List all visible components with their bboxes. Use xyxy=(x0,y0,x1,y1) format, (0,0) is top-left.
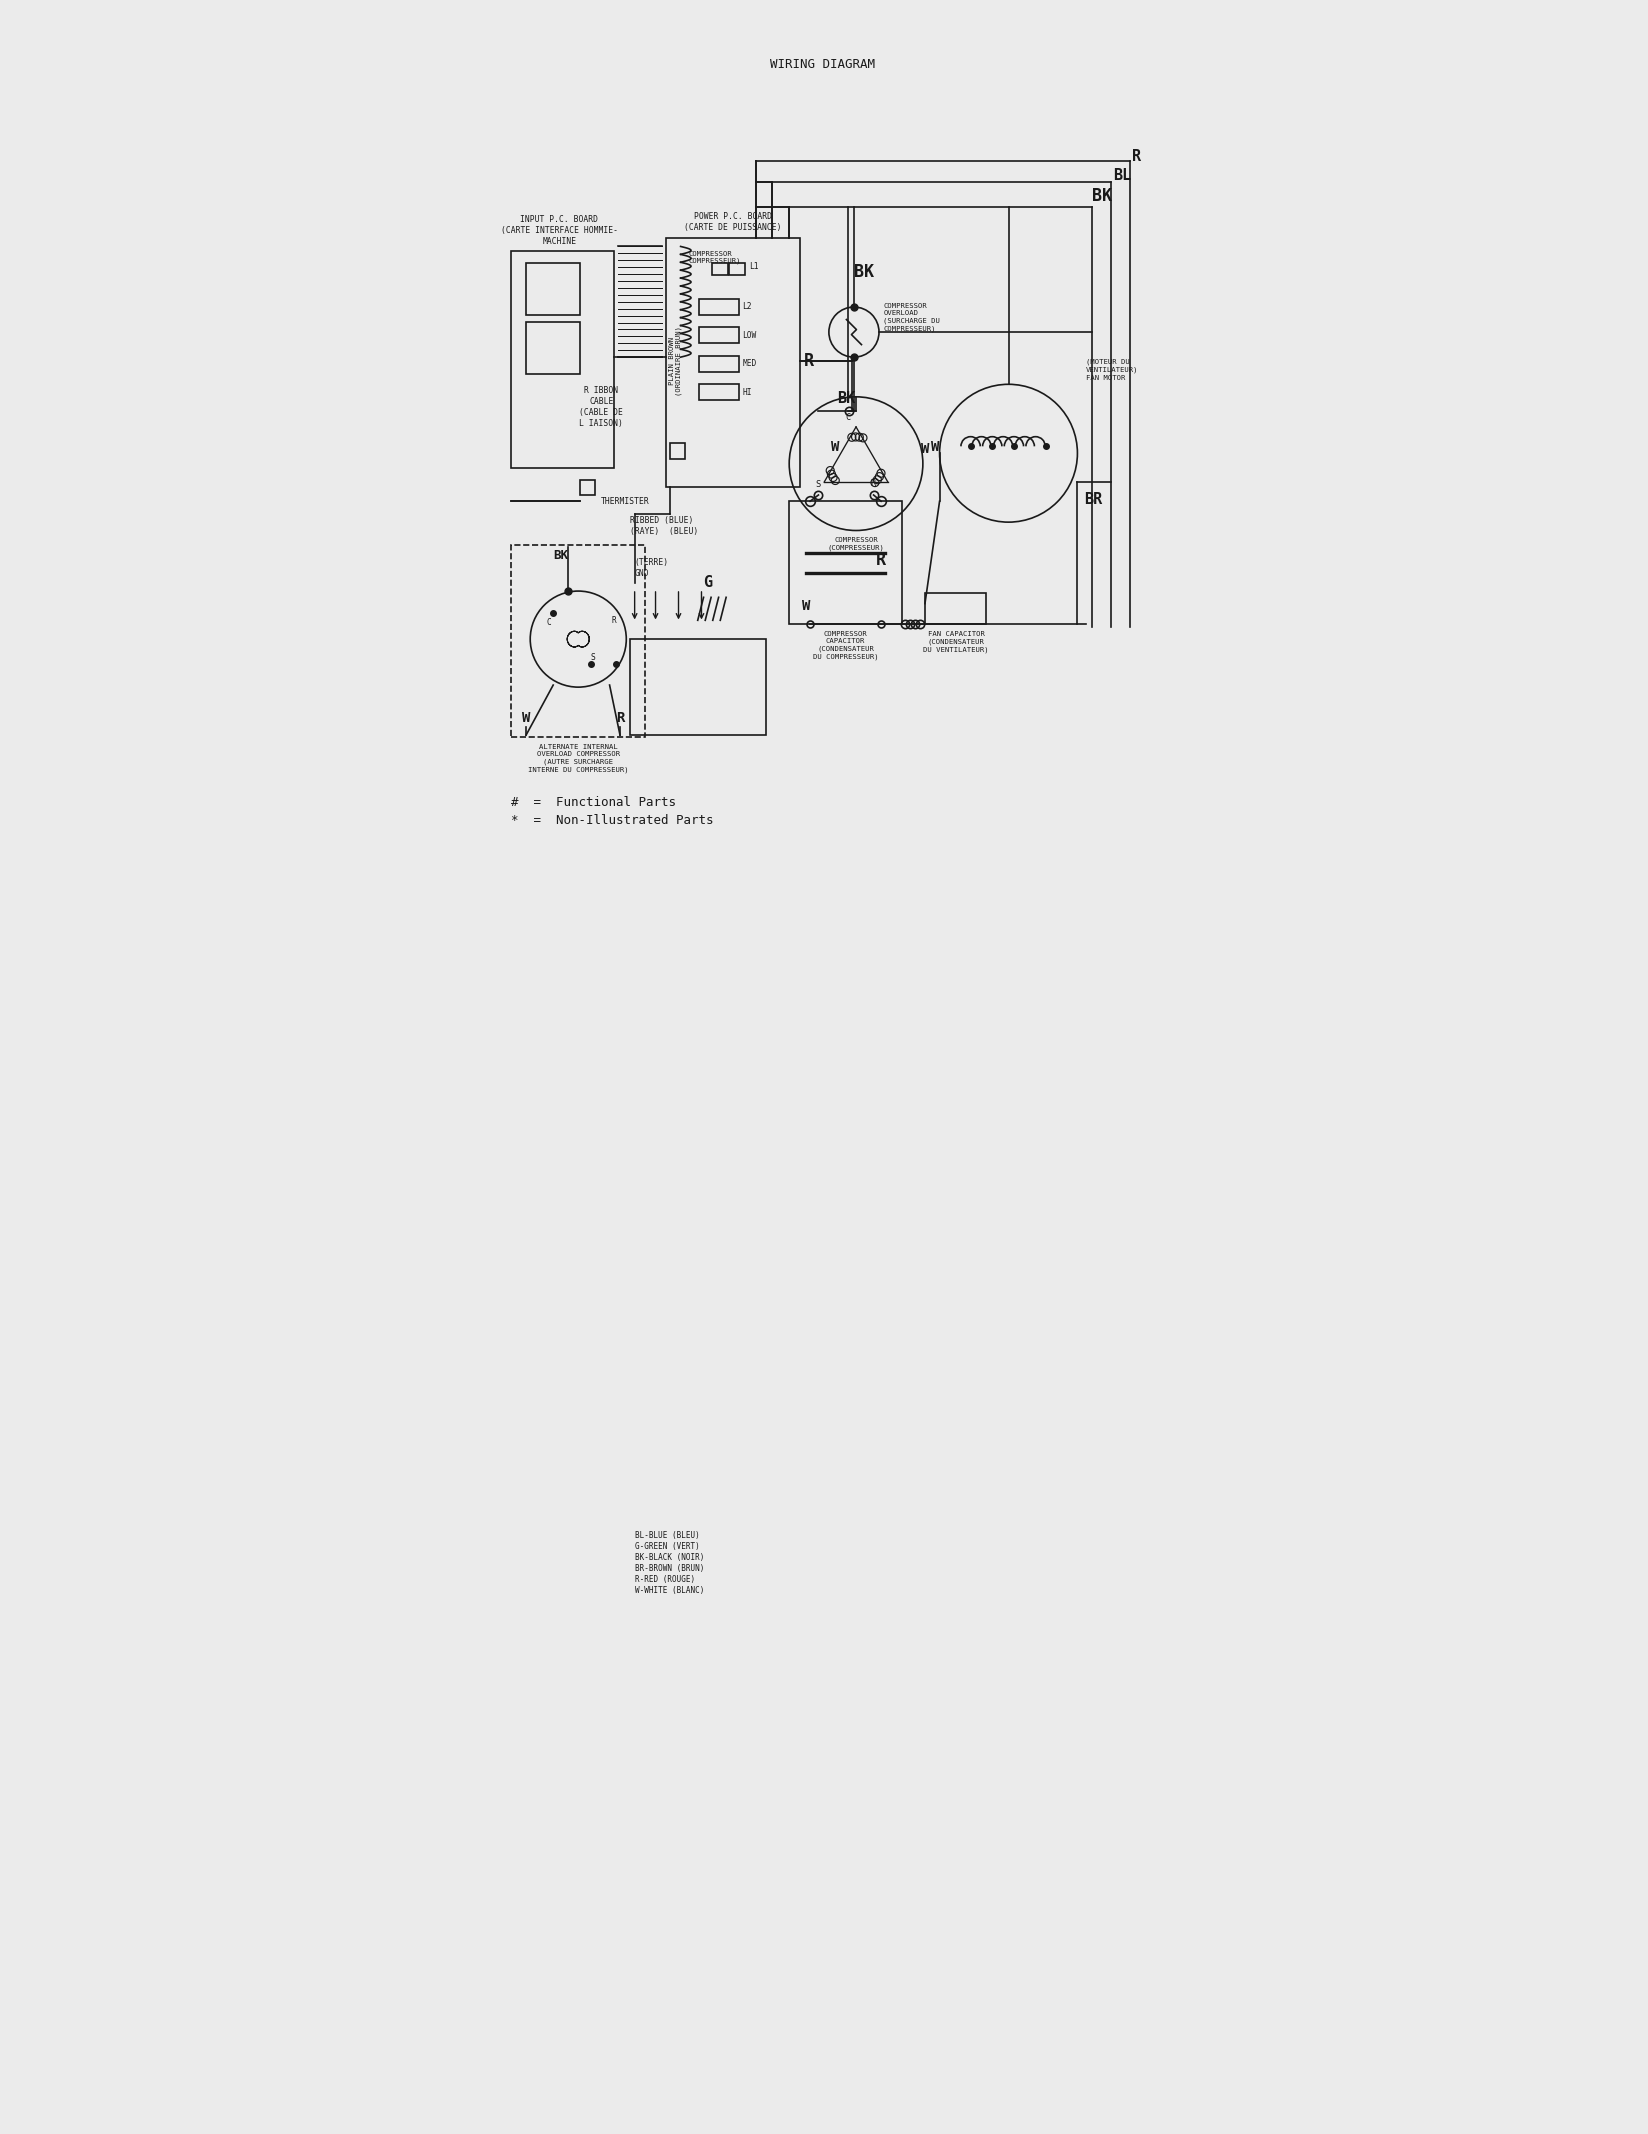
Text: WIRING DIAGRAM: WIRING DIAGRAM xyxy=(770,58,875,70)
Text: S: S xyxy=(816,480,821,489)
Bar xyxy=(699,299,738,314)
Text: POWER P.C. BOARD
(CARTE DE PUISSANCE): POWER P.C. BOARD (CARTE DE PUISSANCE) xyxy=(684,211,781,233)
Bar xyxy=(630,638,766,736)
Bar xyxy=(666,239,799,487)
Text: (MOTEUR DU
VENTILATEUR)
FAN MOTOR: (MOTEUR DU VENTILATEUR) FAN MOTOR xyxy=(1084,359,1137,380)
Bar xyxy=(511,250,613,467)
Text: W: W xyxy=(801,600,809,612)
Text: W: W xyxy=(521,711,531,726)
Text: BK: BK xyxy=(1091,188,1111,205)
Text: BK: BK xyxy=(552,548,569,561)
Text: L1: L1 xyxy=(750,262,758,271)
Text: HI: HI xyxy=(742,388,751,397)
Text: BR: BR xyxy=(1083,491,1101,506)
Bar xyxy=(699,327,738,344)
Bar xyxy=(925,593,986,625)
Text: S: S xyxy=(590,653,595,662)
Text: COMPRESSOR
(COMPRESSEUR): COMPRESSOR (COMPRESSEUR) xyxy=(827,538,883,551)
Bar xyxy=(669,442,684,459)
Bar xyxy=(580,480,595,495)
Text: BL: BL xyxy=(1112,169,1131,184)
Text: R: R xyxy=(875,551,885,570)
Bar xyxy=(526,262,580,316)
Bar xyxy=(728,262,743,275)
Text: W: W xyxy=(831,440,839,455)
Text: MED: MED xyxy=(742,359,756,369)
Text: W: W xyxy=(931,440,939,455)
Bar xyxy=(789,501,901,625)
Text: COMPRESSOR
CAPACITOR
(CONDENSATEUR
DU COMPRESSEUR): COMPRESSOR CAPACITOR (CONDENSATEUR DU CO… xyxy=(812,632,878,659)
Text: R IBBON
CABLE
(CABLE DE
L IAISON): R IBBON CABLE (CABLE DE L IAISON) xyxy=(578,386,623,429)
Text: C: C xyxy=(545,619,550,627)
Text: C: C xyxy=(844,414,850,423)
Text: (TERRE)
GND: (TERRE) GND xyxy=(634,557,669,578)
Text: G: G xyxy=(704,576,712,591)
Text: R: R xyxy=(870,480,875,489)
Text: R: R xyxy=(803,352,814,371)
Text: THERMISTER: THERMISTER xyxy=(602,497,649,506)
Text: COMPRESSOR
OVERLOAD
(SURCHARGE DU
COMPRESSEUR): COMPRESSOR OVERLOAD (SURCHARGE DU COMPRE… xyxy=(883,303,939,333)
Text: RIBBED (BLUE)
(RAYE)  (BLEU): RIBBED (BLUE) (RAYE) (BLEU) xyxy=(630,516,699,536)
Bar xyxy=(712,262,727,275)
Bar xyxy=(511,544,644,736)
Text: W: W xyxy=(920,442,928,457)
Text: ALTERNATE INTERNAL
OVERLOAD COMPRESSOR
(AUTRE SURCHARGE
INTERNE DU COMPRESSEUR): ALTERNATE INTERNAL OVERLOAD COMPRESSOR (… xyxy=(527,743,628,773)
Text: BK: BK xyxy=(854,262,873,280)
Text: #  =  Functional Parts: # = Functional Parts xyxy=(511,796,676,809)
Text: FAN CAPACITOR
(CONDENSATEUR
DU VENTILATEUR): FAN CAPACITOR (CONDENSATEUR DU VENTILATE… xyxy=(923,632,989,653)
Text: BK: BK xyxy=(837,391,855,405)
Text: COMPRESSOR
COMPRESSEUR): COMPRESSOR COMPRESSEUR) xyxy=(689,250,742,265)
Text: R: R xyxy=(615,711,625,726)
Text: R: R xyxy=(1131,149,1140,164)
Bar xyxy=(699,384,738,401)
Text: R: R xyxy=(611,617,616,625)
Text: *  =  Non-Illustrated Parts: * = Non-Illustrated Parts xyxy=(511,815,714,828)
Text: BL-BLUE (BLEU)
G-GREEN (VERT)
BK-BLACK (NOIR)
BR-BROWN (BRUN)
R-RED (ROUGE)
W-WH: BL-BLUE (BLEU) G-GREEN (VERT) BK-BLACK (… xyxy=(634,1530,704,1594)
Bar xyxy=(699,356,738,371)
Text: PLAIN BROWN
(ORDINAIRE BRUN): PLAIN BROWN (ORDINAIRE BRUN) xyxy=(669,327,682,397)
Text: L2: L2 xyxy=(742,303,751,312)
Bar xyxy=(526,322,580,373)
Text: LOW: LOW xyxy=(742,331,756,339)
Text: INPUT P.C. BOARD
(CARTE INTERFACE HOMMIE-
MACHINE: INPUT P.C. BOARD (CARTE INTERFACE HOMMIE… xyxy=(501,216,618,245)
